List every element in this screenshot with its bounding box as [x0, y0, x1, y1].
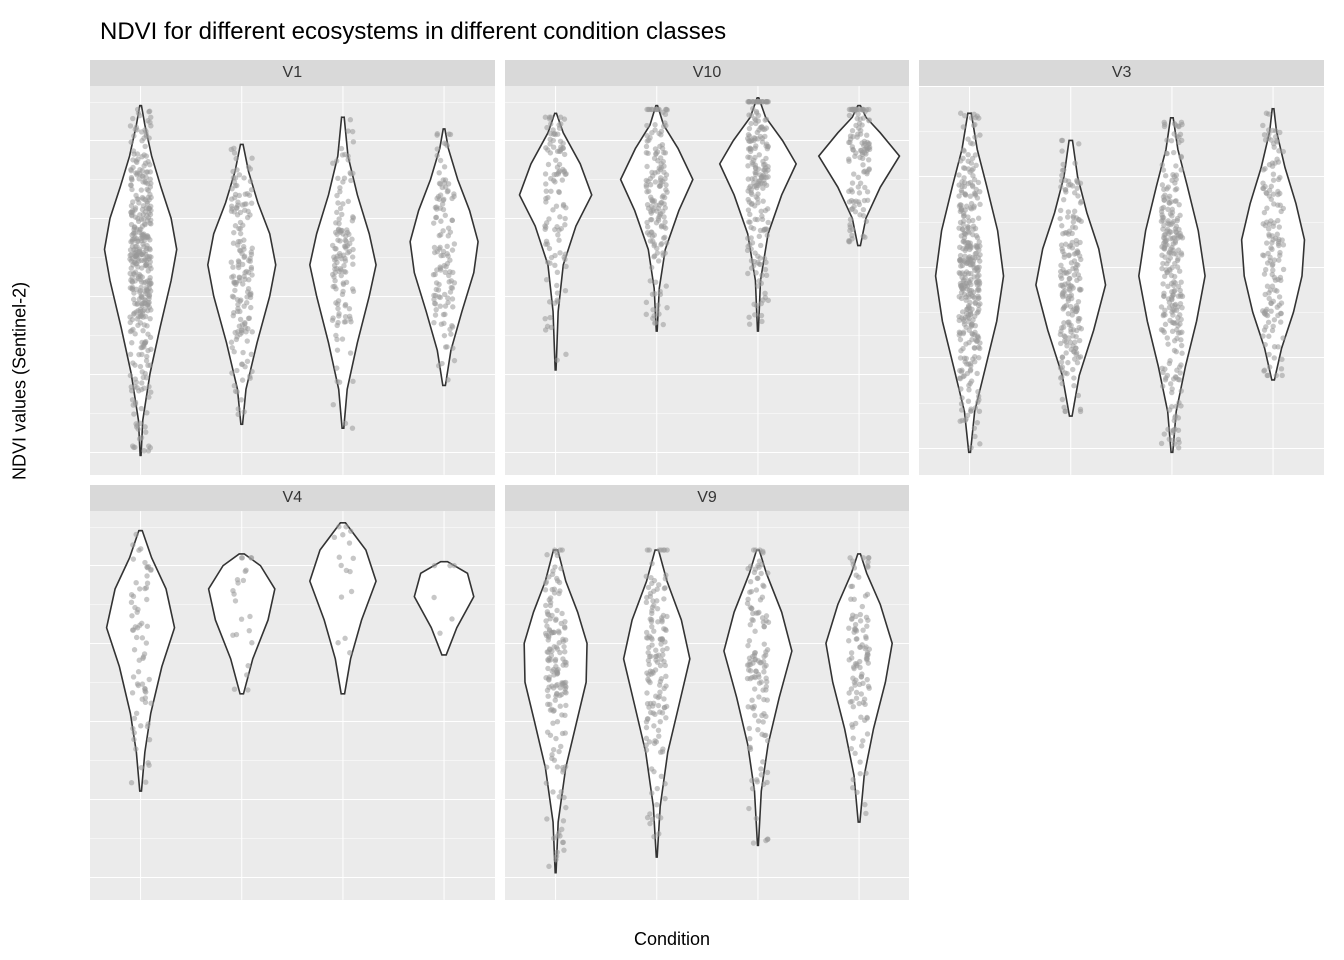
facet-V3: V3GodModeratRedusertSvaert_redusert: [919, 60, 1324, 475]
facet-header: V4: [90, 485, 495, 511]
facet-V10: V10: [505, 60, 910, 475]
plot-area: GodModeratRedusertSvaert_redusert: [919, 86, 1324, 475]
plot-area: 0.40.50.60.70.8: [90, 86, 495, 475]
facet-grid: V10.40.50.60.70.8V10V3GodModeratRedusert…: [90, 60, 1324, 900]
violin: [826, 554, 892, 822]
facet-header: V9: [505, 485, 910, 511]
facet-V4: V40.40.50.60.70.8GodModeratRedusertSvaer…: [90, 485, 495, 900]
facet-header: V3: [919, 60, 1324, 86]
facet-header: V1: [90, 60, 495, 86]
chart-container: NDVI for different ecosystems in differe…: [0, 0, 1344, 960]
y-axis-label: NDVI values (Sentinel-2): [10, 282, 31, 480]
plot-area: [505, 86, 910, 475]
chart-title: NDVI for different ecosystems in differe…: [100, 18, 726, 46]
plot-area: 0.40.50.60.70.8GodModeratRedusertSvaert_…: [90, 511, 495, 900]
facet-V9: V9GodModeratRedusertSvaert_redusert: [505, 485, 910, 900]
violin: [209, 554, 275, 694]
violin: [414, 562, 473, 655]
plot-area: GodModeratRedusertSvaert_redusert: [505, 511, 910, 900]
violin: [310, 523, 376, 694]
facet-V1: V10.40.50.60.70.8: [90, 60, 495, 475]
facet-header: V10: [505, 60, 910, 86]
x-axis-label: Condition: [634, 929, 710, 950]
